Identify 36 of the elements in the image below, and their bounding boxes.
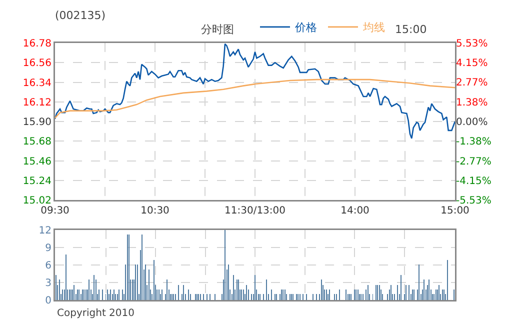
y-tick-label: 9 (45, 243, 52, 254)
x-tick-label: 10:30 (140, 206, 170, 216)
y2-tick-label: 1.38% (456, 97, 488, 108)
y-tick-label: 16.78 (22, 38, 52, 50)
y2-tick-label: 2.77% (456, 78, 488, 89)
line-series (55, 78, 455, 119)
y2-tick-label: -2.77% (456, 156, 492, 168)
y-tick-label: 15.24 (22, 176, 52, 187)
text: 15:00 (395, 23, 427, 36)
x-tick-label: 15:00 (440, 206, 470, 216)
y2-tick-label: -1.38% (456, 136, 492, 148)
y-tick-label: 6 (45, 260, 52, 272)
text: Copyright 2010 (57, 308, 134, 319)
y-tick-label: 15.68 (22, 136, 52, 148)
chart-subtitle: 分时图 (201, 23, 234, 36)
y-tick-label: 15.90 (22, 117, 52, 128)
y-tick-label: 0 (45, 296, 52, 306)
y2-tick-label: -5.53% (456, 196, 492, 206)
legend-label: 价格 (294, 21, 317, 34)
y2-tick-label: 0.00% (456, 117, 488, 128)
y-tick-label: 16.12 (22, 97, 52, 108)
y-tick-label: 16.56 (22, 58, 52, 70)
y2-tick-label: 4.15% (456, 58, 488, 70)
y2-tick-label: -4.15% (456, 176, 492, 187)
y-tick-label: 15.02 (22, 196, 52, 206)
y2-tick-label: 5.53% (456, 38, 488, 50)
legend-label: 均线 (362, 21, 385, 34)
y-tick-label: 12 (38, 226, 52, 236)
x-tick-label: 14:00 (340, 206, 370, 216)
chart-title: (002135) (55, 8, 106, 22)
y-tick-label: 3 (45, 278, 52, 289)
y-tick-label: 16.34 (22, 78, 52, 89)
x-tick-label: 11:30/13:00 (224, 206, 286, 216)
y-tick-label: 15.46 (22, 156, 52, 168)
line-series (55, 43, 455, 140)
x-tick-label: 09:30 (40, 206, 70, 216)
